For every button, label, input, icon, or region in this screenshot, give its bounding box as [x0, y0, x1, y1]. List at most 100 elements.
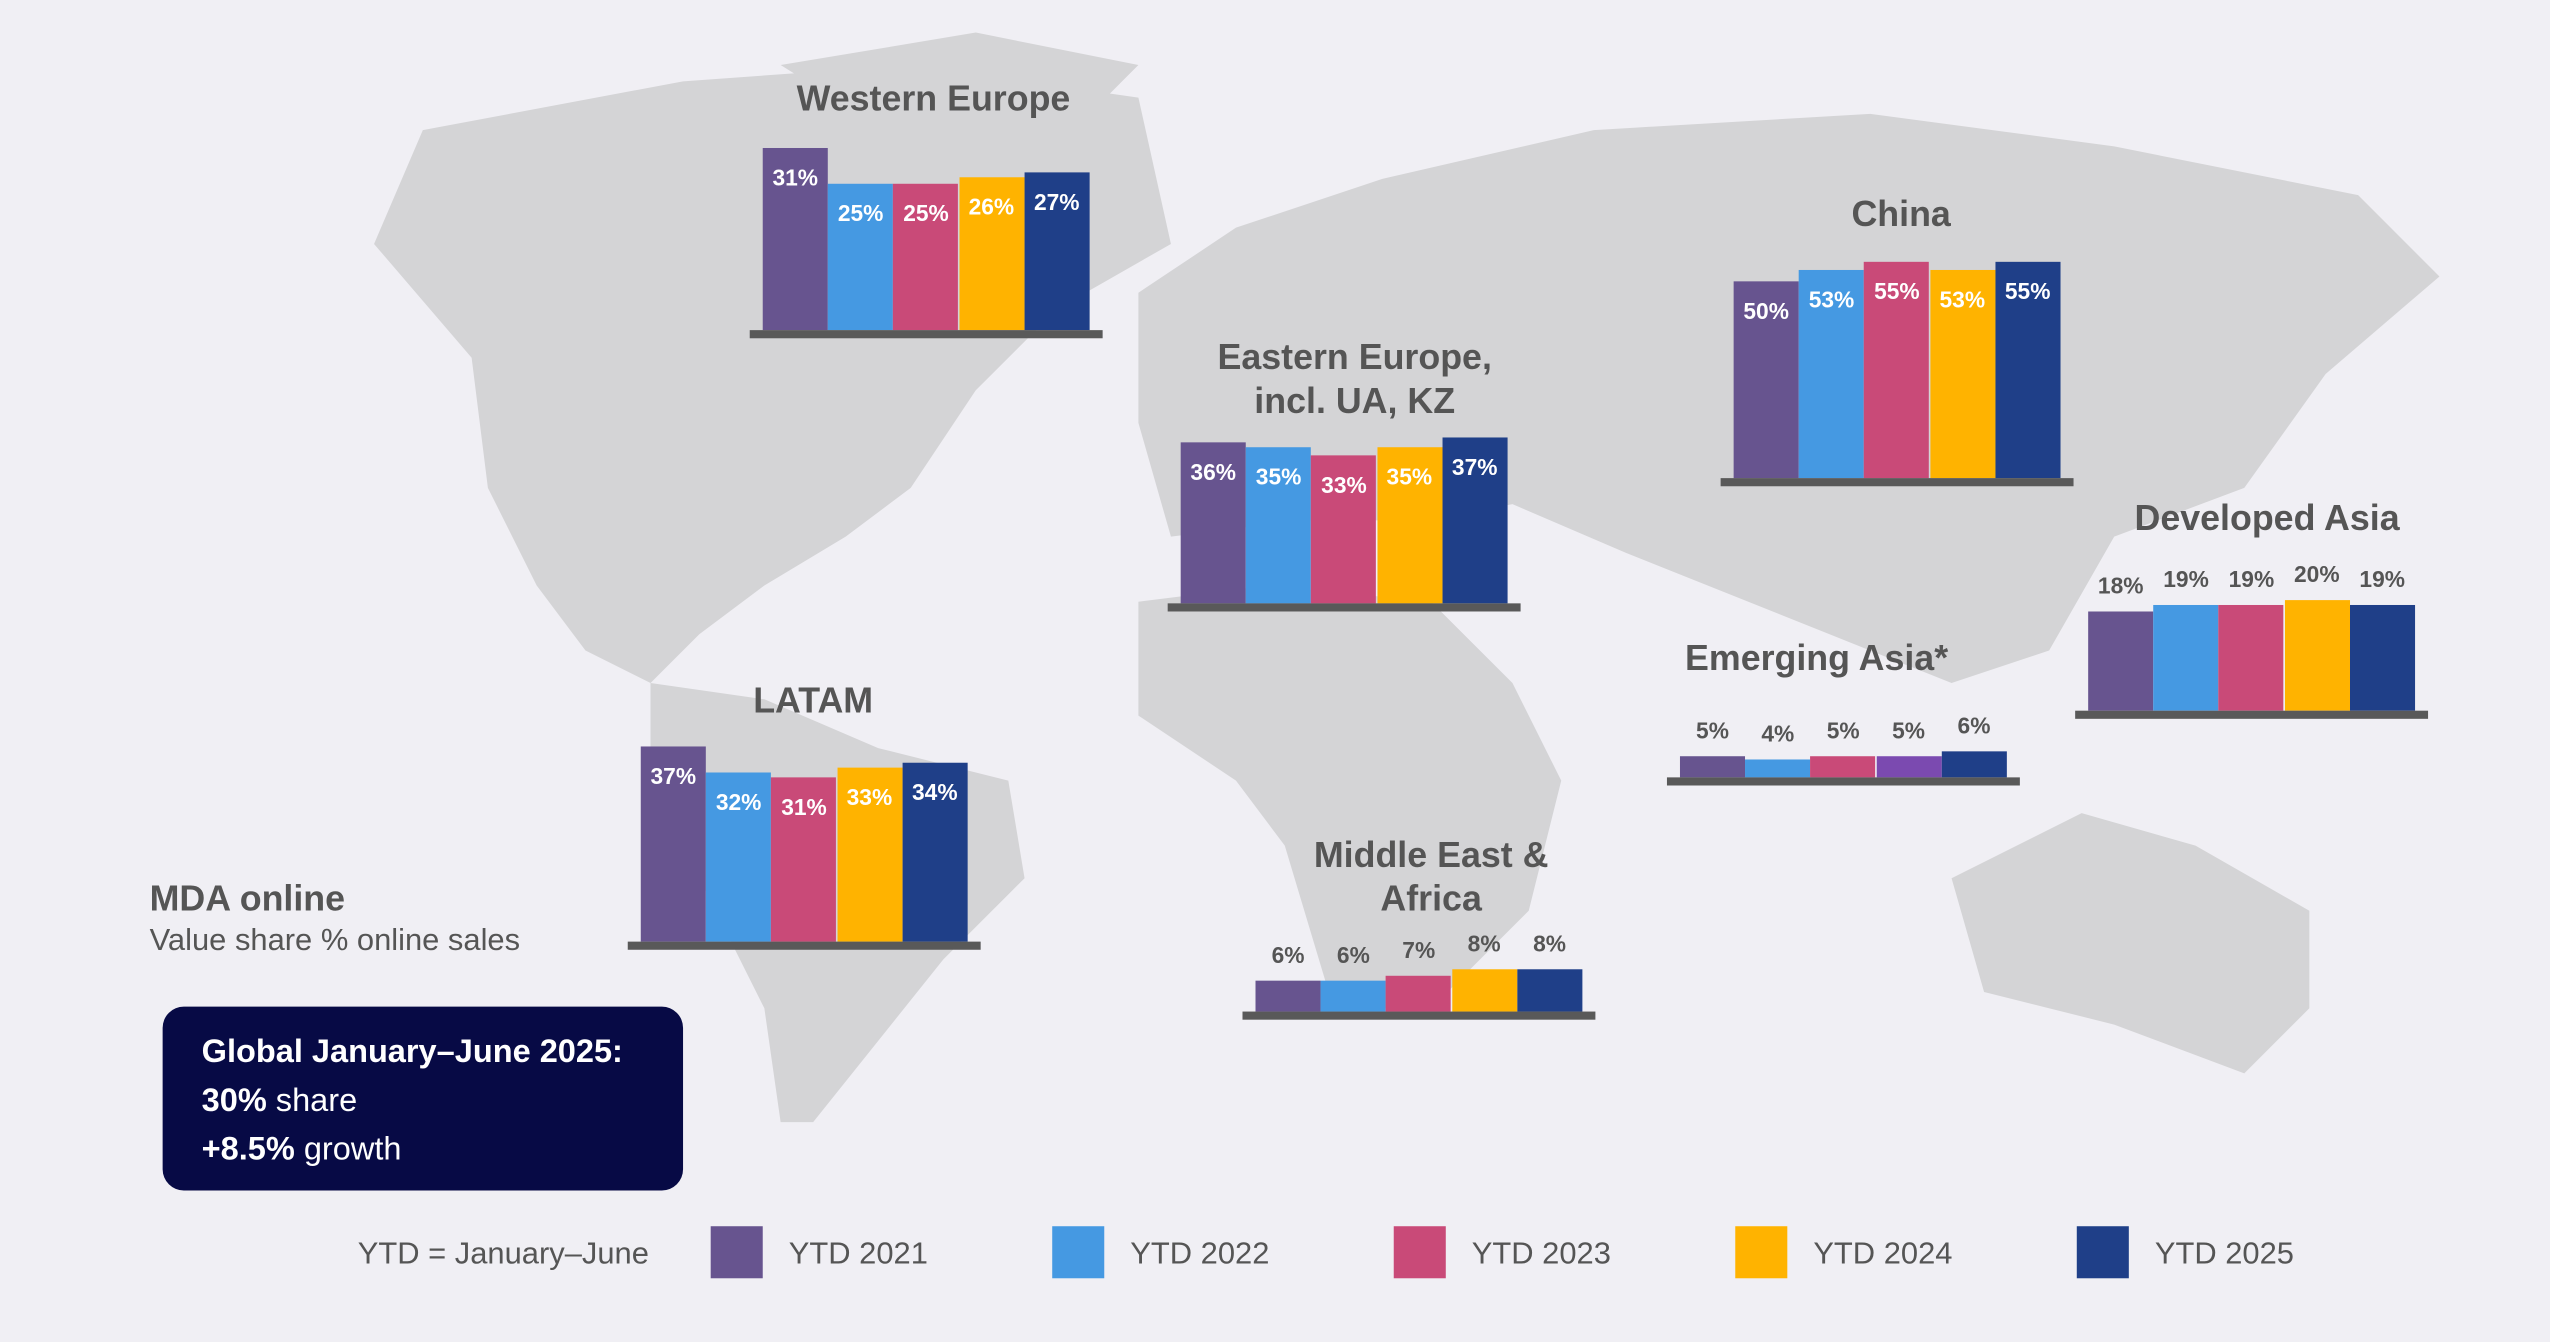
data-label: 50%: [1743, 297, 1789, 324]
data-label: 6%: [1957, 711, 1991, 739]
axis-baseline: [627, 941, 981, 950]
global-heading: Global January–June 2025:: [201, 1034, 623, 1071]
bar-eastern-europe-incl-ua-kz-ytd-2022: [1246, 446, 1312, 604]
bar-eastern-europe-incl-ua-kz-ytd-2024: [1376, 446, 1442, 604]
bar-developed-asia-ytd-2023: [2218, 605, 2284, 711]
bar-latam-ytd-2024: [836, 767, 902, 942]
bar-middle-east-africa-ytd-2024: [1451, 969, 1517, 1012]
region-title-line: China: [1851, 193, 1951, 235]
data-label: 33%: [846, 783, 893, 810]
global-growth-value: +8.5%: [201, 1131, 295, 1168]
bar-latam-ytd-2021: [640, 746, 706, 942]
data-label: 5%: [1826, 716, 1860, 743]
bar-eastern-europe-incl-ua-kz-ytd-2021: [1180, 442, 1246, 604]
bar-middle-east-africa-ytd-2021: [1255, 980, 1321, 1012]
region-title-emerging-asia: Emerging Asia*: [1685, 636, 1948, 680]
bar-developed-asia-ytd-2025: [2349, 605, 2415, 711]
region-title-line: Eastern Europe,: [1217, 336, 1492, 378]
data-label: 8%: [1533, 930, 1566, 957]
region-title-eastern-europe-incl-ua-kz: Eastern Europe, incl. UA, KZ: [1218, 335, 1492, 423]
bar-western-europe-ytd-2024: [958, 177, 1024, 331]
data-label: 37%: [650, 762, 697, 789]
data-label: 53%: [1939, 285, 1986, 312]
data-label: 26%: [968, 194, 1015, 221]
bar-western-europe-ytd-2022: [828, 183, 894, 331]
data-label: 36%: [1190, 458, 1237, 485]
data-label: 31%: [772, 164, 819, 191]
data-label: 31%: [781, 794, 827, 821]
legend-label: YTD 2024: [1813, 1237, 1953, 1272]
data-label: 7%: [1402, 936, 1436, 963]
chart-title: MDA online: [149, 878, 346, 919]
data-label: 34%: [911, 778, 958, 805]
bar-middle-east-africa-ytd-2025: [1517, 969, 1583, 1012]
region-title-line: Emerging Asia*: [1685, 637, 1949, 679]
data-label: 8%: [1467, 930, 1501, 957]
global-summary-box: Global January–June 2025: 30% share +8.5…: [162, 1006, 684, 1191]
data-label: 35%: [1386, 463, 1433, 490]
bar-emerging-asia-ytd-2021: [1679, 755, 1746, 778]
data-label: 27%: [1033, 188, 1080, 215]
bar-china-ytd-2025: [1995, 261, 2061, 479]
data-label: 6%: [1336, 941, 1370, 968]
axis-baseline: [1720, 478, 2074, 487]
region-title-line: LATAM: [753, 679, 874, 721]
axis-baseline: [1666, 777, 2020, 786]
data-label: 25%: [903, 200, 949, 227]
bar-middle-east-africa-ytd-2023: [1386, 975, 1452, 1012]
data-label: 19%: [2228, 566, 2275, 593]
data-label: 19%: [2359, 566, 2405, 593]
bar-developed-asia-ytd-2022: [2153, 605, 2219, 711]
axis-baseline: [749, 330, 1103, 339]
bar-china-ytd-2021: [1733, 281, 1799, 479]
bar-china-ytd-2024: [1929, 269, 1995, 479]
legend-swatch: [1052, 1226, 1105, 1279]
axis-baseline: [2075, 710, 2429, 719]
axis-baseline: [1167, 603, 1521, 612]
legend-swatch: [1735, 1226, 1788, 1279]
data-label: 55%: [1874, 277, 1920, 304]
bar-emerging-asia-ytd-2024: [1876, 755, 1942, 778]
region-title-line: Africa: [1380, 878, 1482, 919]
data-label: 4%: [1761, 720, 1795, 747]
region-title-latam: LATAM: [753, 678, 873, 722]
bar-emerging-asia-ytd-2023: [1810, 755, 1876, 778]
global-share-value: 30%: [201, 1083, 267, 1119]
legend-label: YTD 2023: [1471, 1237, 1611, 1272]
region-title-line: Middle East &: [1313, 834, 1549, 875]
bar-emerging-asia-ytd-2025: [1941, 751, 2007, 778]
region-title-developed-asia: Developed Asia: [2134, 496, 2399, 540]
bar-eastern-europe-incl-ua-kz-ytd-2023: [1311, 455, 1377, 604]
data-label: 6%: [1271, 941, 1305, 968]
global-growth-text: growth: [294, 1131, 402, 1168]
bar-latam-ytd-2022: [706, 772, 772, 942]
legend-swatch: [710, 1226, 763, 1279]
region-title-line: incl. UA, KZ: [1254, 380, 1456, 422]
data-label: 35%: [1255, 463, 1302, 490]
axis-baseline: [1242, 1011, 1596, 1020]
legend-label: YTD 2025: [2154, 1237, 2294, 1272]
data-label: 19%: [2163, 566, 2209, 593]
data-label: 53%: [1808, 285, 1855, 312]
legend-swatch: [1393, 1226, 1446, 1279]
bar-eastern-europe-incl-ua-kz-ytd-2025: [1442, 437, 1508, 604]
bar-western-europe-ytd-2021: [762, 148, 828, 331]
bar-china-ytd-2022: [1798, 269, 1865, 479]
data-label: 33%: [1321, 472, 1367, 499]
legend-label: YTD 2022: [1130, 1237, 1270, 1272]
region-title-line: Western Europe: [796, 78, 1071, 119]
global-share-text: share: [266, 1083, 358, 1119]
data-label: 25%: [837, 200, 884, 227]
bar-emerging-asia-ytd-2022: [1745, 759, 1811, 778]
region-title-china: China: [1851, 192, 1950, 236]
region-title-western-europe: Western Europe: [797, 76, 1071, 120]
bar-western-europe-ytd-2023: [893, 183, 959, 331]
chart-subtitle: Value share % online sales: [149, 923, 521, 958]
data-label: 55%: [2004, 277, 2051, 304]
bar-china-ytd-2023: [1864, 261, 1930, 479]
bar-latam-ytd-2023: [771, 777, 837, 942]
region-title-line: Developed Asia: [2134, 497, 2400, 539]
legend-label: YTD 2021: [788, 1237, 928, 1272]
data-label: 32%: [715, 788, 762, 815]
